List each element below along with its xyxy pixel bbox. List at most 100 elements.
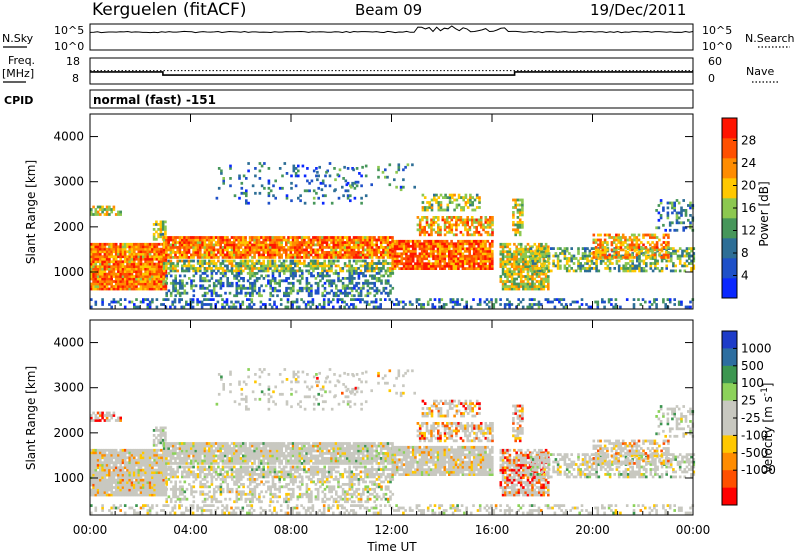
power-cell xyxy=(472,257,476,261)
power-cell xyxy=(92,245,95,249)
power-cell xyxy=(183,238,186,242)
power-cell xyxy=(167,253,170,257)
power-cell xyxy=(210,243,213,247)
power-cell xyxy=(325,238,329,242)
power-cell xyxy=(396,247,399,251)
power-cell xyxy=(110,287,113,291)
power-cell xyxy=(519,285,523,288)
power-cell xyxy=(519,277,523,281)
power-cell xyxy=(521,221,524,224)
power-cell xyxy=(355,281,358,285)
power-cell xyxy=(330,248,333,252)
power-cell xyxy=(478,300,482,304)
power-cell xyxy=(477,230,481,234)
power-cell xyxy=(517,275,521,278)
power-cell xyxy=(629,269,632,273)
velocity-cell xyxy=(103,466,107,470)
power-cell xyxy=(366,279,370,283)
power-cell xyxy=(126,250,129,254)
power-cell xyxy=(332,262,336,265)
power-cell xyxy=(312,274,315,278)
power-cell xyxy=(123,267,127,271)
power-cell xyxy=(92,267,95,271)
power-cell xyxy=(303,259,306,263)
power-cell xyxy=(217,279,220,283)
power-cell xyxy=(332,246,336,249)
power-cell xyxy=(174,284,177,288)
power-cell xyxy=(570,267,573,270)
power-cell xyxy=(418,267,422,270)
power-cell xyxy=(608,256,611,259)
power-cell xyxy=(405,247,408,251)
power-cell xyxy=(146,298,150,301)
power-cell xyxy=(481,267,485,270)
power-cell xyxy=(176,264,179,268)
power-cell xyxy=(504,265,507,268)
power-cell xyxy=(196,241,200,244)
power-cell xyxy=(615,233,618,237)
power-cell xyxy=(310,272,313,275)
power-cell xyxy=(346,277,349,280)
power-cell xyxy=(481,249,485,253)
power-cell xyxy=(269,264,272,268)
power-cell xyxy=(588,259,592,263)
power-cell xyxy=(642,269,646,273)
power-cell xyxy=(667,236,670,239)
power-cell xyxy=(101,208,104,211)
power-cell xyxy=(624,253,627,257)
power-cell xyxy=(223,246,227,249)
power-cell xyxy=(459,230,463,234)
power-cell xyxy=(461,264,465,268)
power-cell xyxy=(636,259,639,263)
power-cell xyxy=(266,236,270,239)
power-cell xyxy=(475,193,479,197)
power-cell xyxy=(201,246,204,249)
power-cell xyxy=(192,248,195,252)
power-cell xyxy=(264,241,268,244)
power-cell xyxy=(271,241,274,244)
power-cell xyxy=(284,305,288,309)
power-cell xyxy=(130,257,134,261)
power-cell xyxy=(215,284,218,288)
power-cell xyxy=(114,257,118,261)
power-cell xyxy=(251,238,254,242)
power-cell xyxy=(432,242,435,246)
power-cell xyxy=(535,285,539,288)
power-cell xyxy=(105,205,109,209)
power-cell xyxy=(155,298,159,301)
power-cell xyxy=(475,206,479,209)
power-cell xyxy=(105,262,109,266)
power-cell xyxy=(382,259,385,263)
power-cell xyxy=(455,228,458,232)
power-cell xyxy=(630,233,634,237)
power-cell xyxy=(341,248,345,252)
power-cell xyxy=(112,300,116,304)
power-cell xyxy=(203,253,207,257)
power-cell xyxy=(617,267,621,270)
power-cell xyxy=(364,256,367,259)
power-cell xyxy=(542,285,546,288)
power-cell xyxy=(101,298,104,301)
power-cell xyxy=(330,269,333,273)
power-cell xyxy=(656,267,659,270)
power-cell xyxy=(437,206,441,209)
power-cell xyxy=(568,269,571,273)
power-cell xyxy=(501,262,505,266)
power-cell xyxy=(441,239,444,243)
power-cell xyxy=(318,165,321,169)
power-cell xyxy=(280,246,283,249)
power-cell xyxy=(437,208,441,212)
power-cell xyxy=(466,242,469,246)
power-cell xyxy=(430,228,433,232)
power-cell xyxy=(463,257,467,261)
power-cell xyxy=(112,280,116,283)
power-cell xyxy=(501,260,505,264)
velocity-cell xyxy=(103,448,107,452)
power-cell xyxy=(418,230,422,234)
power-cell xyxy=(491,239,494,243)
power-cell xyxy=(121,242,125,246)
power-cell xyxy=(90,257,93,261)
power-cell xyxy=(192,274,196,278)
power-cell xyxy=(103,280,107,283)
power-cell xyxy=(418,228,422,232)
